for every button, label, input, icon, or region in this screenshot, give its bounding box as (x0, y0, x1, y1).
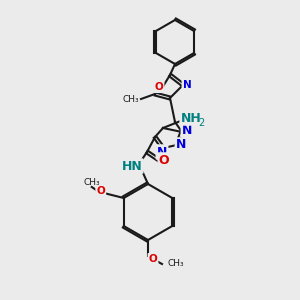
Text: O: O (154, 82, 164, 92)
Text: N: N (176, 139, 186, 152)
Text: CH₃: CH₃ (168, 259, 184, 268)
Text: HN: HN (122, 160, 142, 172)
Text: O: O (159, 154, 169, 166)
Text: N: N (183, 80, 191, 90)
Text: CH₃: CH₃ (122, 95, 139, 104)
Text: 2: 2 (198, 118, 204, 128)
Text: N: N (182, 124, 192, 136)
Text: O: O (96, 186, 105, 196)
Text: O: O (148, 254, 158, 264)
Text: CH₃: CH₃ (83, 178, 100, 187)
Text: NH: NH (181, 112, 201, 124)
Text: N: N (157, 146, 167, 158)
